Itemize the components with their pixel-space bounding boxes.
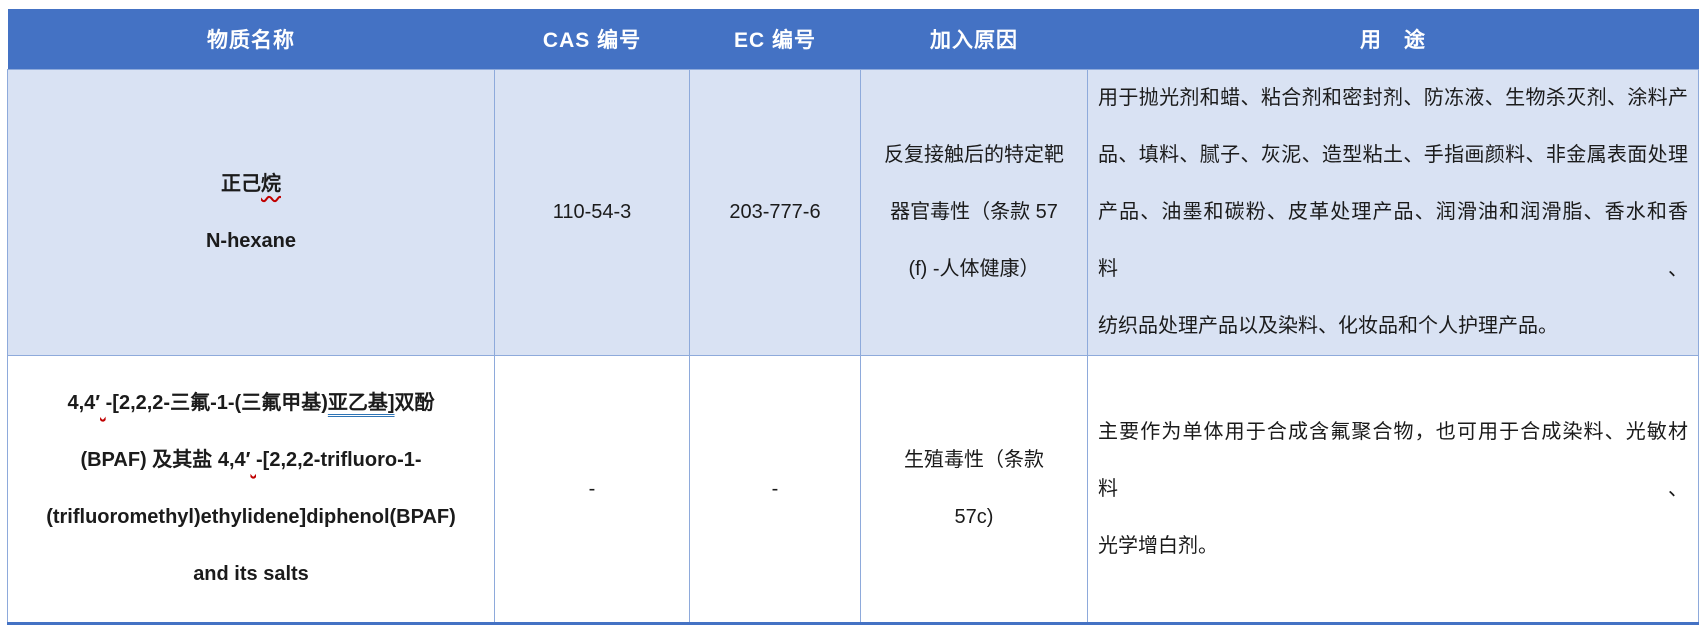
name-text: 双酚 xyxy=(394,392,435,414)
reason-line: 反复接触后的特定靶 xyxy=(884,144,1064,166)
reason-line: (f) -人体健康） xyxy=(908,258,1040,280)
cell-cas-number: 110-54-3 xyxy=(494,69,690,356)
name-text: 4,4′ xyxy=(67,392,101,414)
cell-use-description: 主要作为单体用于合成含氟聚合物，也可用于合成染料、光敏材料、 光学增白剂。 xyxy=(1087,355,1699,625)
substance-name-line: and its salts xyxy=(193,563,309,585)
ec-number-value: - xyxy=(771,477,779,500)
ec-number-value: 203-777-6 xyxy=(729,201,821,223)
use-line: 主要作为单体用于合成含氟聚合物，也可用于合成染料、光敏材料、 xyxy=(1098,420,1688,500)
name-text: -[2,2,2-trifluoro-1- xyxy=(256,449,422,471)
use-line: 用于抛光剂和蜡、粘合剂和密封剂、防冻液、生物杀灭剂、涂料产 xyxy=(1098,87,1688,109)
reason-line: 57c) xyxy=(954,506,994,528)
cell-cas-number: - xyxy=(494,355,690,625)
cell-inclusion-reason: 生殖毒性（条款 57c) xyxy=(860,355,1088,625)
substance-name-line: 4,4′ -[2,2,2-三氟-1-(三氟甲基)亚乙基]双酚 xyxy=(8,375,494,432)
header-cell-substance-name: 物质名称 xyxy=(7,9,495,70)
header-row: 物质名称 CAS 编号 EC 编号 加入原因 用 途 xyxy=(7,9,1699,70)
substance-name-en: N-hexane xyxy=(205,229,297,252)
header-cell-use: 用 途 xyxy=(1087,9,1699,70)
header-cell-inclusion-reason: 加入原因 xyxy=(860,9,1088,70)
substance-name-line: (trifluoromethyl)ethylidene]diphenol(BPA… xyxy=(46,506,456,528)
cas-number-value: - xyxy=(588,477,596,500)
reason-line: 器官毒性（条款 57 xyxy=(890,201,1058,223)
reason-line: 生殖毒性（条款 xyxy=(904,449,1044,471)
cell-inclusion-reason: 反复接触后的特定靶 器官毒性（条款 57 (f) -人体健康） xyxy=(860,69,1088,356)
svhc-substance-table-wrap: 物质名称 CAS 编号 EC 编号 加入原因 用 途 正己烷 N-hexane … xyxy=(7,9,1699,625)
substance-name-line: (BPAF) 及其盐 4,4′ -[2,2,2-trifluoro-1- xyxy=(8,432,494,489)
name-text: -[2,2,2-三氟-1-(三氟甲基) xyxy=(105,392,328,414)
table-row-bpaf: 4,4′ -[2,2,2-三氟-1-(三氟甲基)亚乙基]双酚 (BPAF) 及其… xyxy=(7,355,1699,625)
cell-substance-name: 正己烷 N-hexane xyxy=(7,69,495,356)
cell-ec-number: - xyxy=(689,355,861,625)
cell-substance-name: 4,4′ -[2,2,2-三氟-1-(三氟甲基)亚乙基]双酚 (BPAF) 及其… xyxy=(7,355,495,625)
use-line: 品、填料、腻子、灰泥、造型粘土、手指画颜料、非金属表面处理 xyxy=(1098,144,1688,166)
spellcheck-underline: 烷 xyxy=(261,172,281,195)
name-text: 正己 xyxy=(221,172,261,195)
cas-number-value: 110-54-3 xyxy=(552,201,632,223)
grammar-underline: 亚乙基] xyxy=(327,392,395,414)
header-cell-cas-number: CAS 编号 xyxy=(494,9,690,70)
use-line: 产品、油墨和碳粉、皮革处理产品、润滑油和润滑脂、香水和香料、 xyxy=(1098,201,1688,280)
name-text: (BPAF) 及其盐 4,4′ xyxy=(80,449,251,471)
use-line: 光学增白剂。 xyxy=(1098,534,1218,557)
use-line: 纺织品处理产品以及染料、化妆品和个人护理产品。 xyxy=(1098,315,1558,337)
cell-ec-number: 203-777-6 xyxy=(689,69,861,356)
cell-use-description: 用于抛光剂和蜡、粘合剂和密封剂、防冻液、生物杀灭剂、涂料产 品、填料、腻子、灰泥… xyxy=(1087,69,1699,356)
substance-name-zh: 正己烷 xyxy=(8,156,494,213)
header-cell-ec-number: EC 编号 xyxy=(689,9,861,70)
svhc-substance-table: 物质名称 CAS 编号 EC 编号 加入原因 用 途 正己烷 N-hexane … xyxy=(7,9,1699,625)
table-row-n-hexane: 正己烷 N-hexane 110-54-3 203-777-6 反复接触后的特定… xyxy=(7,69,1699,356)
